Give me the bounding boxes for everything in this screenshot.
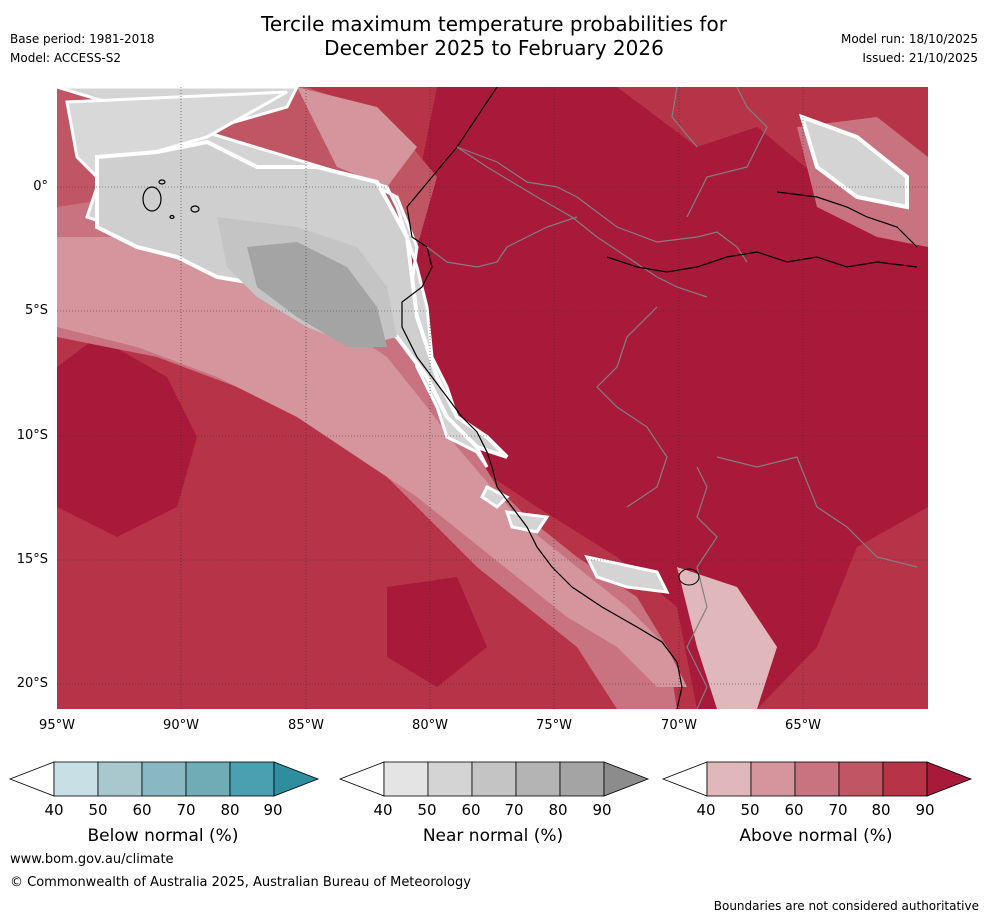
lon-tick-90w: 90°W — [163, 718, 199, 733]
near-swatch-40 — [383, 761, 429, 797]
near-normal-main — [95, 139, 509, 459]
above-swatch-40 — [706, 761, 752, 797]
above-tick-80: 80 — [871, 801, 891, 819]
colorbar-near — [338, 761, 650, 797]
lat-tick-5s: 5°S — [24, 303, 48, 318]
legend-label-below: Below normal (%) — [87, 826, 239, 846]
coastal-band-above-50 — [57, 237, 687, 687]
above-extend-high — [926, 761, 973, 797]
below-swatch-70 — [185, 761, 231, 797]
title-line-1: Tercile maximum temperature probabilitie… — [261, 12, 727, 36]
above-swatch-70 — [838, 761, 884, 797]
below-tick-80: 80 — [220, 801, 240, 819]
near-tick-70: 70 — [504, 801, 524, 819]
below-extend-high — [273, 761, 320, 797]
above-swatch-50 — [750, 761, 796, 797]
altiplano-above-40 — [677, 567, 777, 709]
meta-right: Model run: 18/10/2025 Issued: 21/10/2025 — [841, 30, 978, 68]
above-tick-60: 60 — [784, 801, 804, 819]
above-tick-50: 50 — [740, 801, 760, 819]
below-extend-low — [8, 761, 55, 797]
land-above-90 — [397, 87, 928, 709]
copyright-text: © Commonwealth of Australia 2025, Austra… — [10, 875, 471, 890]
disclaimer-text: Boundaries are not considered authoritat… — [713, 899, 979, 913]
near-swatch-50 — [427, 761, 473, 797]
ocean-above-90-south — [387, 577, 487, 687]
lat-tick-20s: 20°S — [16, 676, 48, 691]
lon-tick-70w: 70°W — [661, 718, 697, 733]
base-period: Base period: 1981-2018 — [10, 32, 155, 46]
above-tick-90: 90 — [915, 801, 935, 819]
near-normal-80 — [247, 242, 387, 347]
above-swatch-60 — [794, 761, 840, 797]
lat-tick-15s: 15°S — [16, 552, 48, 567]
model-run: Model run: 18/10/2025 — [840, 32, 978, 46]
colorbar-below — [8, 761, 320, 797]
below-tick-90: 90 — [263, 801, 283, 819]
lon-tick-80w: 80°W — [412, 718, 448, 733]
legend-label-above: Above normal (%) — [739, 826, 893, 846]
near-tick-40: 40 — [373, 801, 393, 819]
near-extend-high — [603, 761, 650, 797]
lon-tick-95w: 95°W — [39, 718, 75, 733]
below-tick-70: 70 — [176, 801, 196, 819]
title-line-2: December 2025 to February 2026 — [324, 36, 664, 60]
below-tick-60: 60 — [132, 801, 152, 819]
website-link[interactable]: www.bom.gov.au/climate — [10, 852, 174, 867]
near-swatch-60 — [471, 761, 517, 797]
lon-tick-75w: 75°W — [536, 718, 572, 733]
below-swatch-80 — [229, 761, 275, 797]
legend-colorbars — [8, 761, 973, 797]
near-normal-coast-1 — [480, 484, 510, 509]
above-tick-70: 70 — [828, 801, 848, 819]
lat-tick-10s: 10°S — [16, 428, 48, 443]
colorbar-above — [661, 761, 973, 797]
ocean-above-90-west — [57, 337, 197, 537]
near-swatch-70 — [515, 761, 561, 797]
map-panel[interactable] — [56, 85, 928, 710]
probability-map — [56, 85, 928, 710]
legend-label-near: Near normal (%) — [422, 826, 564, 846]
map-gridlines — [57, 87, 928, 709]
country-borders — [426, 86, 918, 710]
meta-left: Base period: 1981-2018 Model: ACCESS-S2 — [10, 30, 155, 68]
below-swatch-60 — [141, 761, 187, 797]
near-normal-coast-3 — [584, 554, 670, 594]
amazon-river — [606, 251, 918, 273]
above-extend-low — [661, 761, 708, 797]
near-swatch-80 — [559, 761, 605, 797]
near-normal-northeast — [798, 113, 909, 210]
below-swatch-50 — [97, 761, 143, 797]
coastline — [401, 86, 683, 710]
near-tick-60: 60 — [461, 801, 481, 819]
north-above-50 — [297, 87, 417, 187]
lon-tick-65w: 65°W — [785, 718, 821, 733]
near-tick-80: 80 — [548, 801, 568, 819]
below-tick-40: 40 — [44, 801, 64, 819]
model-name: Model: ACCESS-S2 — [10, 51, 122, 65]
rio-negro — [776, 191, 918, 248]
lon-tick-85w: 85°W — [288, 718, 324, 733]
issued-date: Issued: 21/10/2025 — [862, 51, 978, 65]
galapagos-islands — [142, 179, 200, 220]
above-tick-40: 40 — [696, 801, 716, 819]
map-title: Tercile maximum temperature probabilitie… — [0, 12, 988, 60]
below-tick-50: 50 — [88, 801, 108, 819]
near-tick-50: 50 — [417, 801, 437, 819]
lat-tick-0: 0° — [33, 179, 48, 194]
above-swatch-80 — [882, 761, 928, 797]
near-tick-90: 90 — [592, 801, 612, 819]
lake-titicaca — [678, 568, 700, 586]
near-extend-low — [338, 761, 385, 797]
below-swatch-40 — [53, 761, 99, 797]
near-normal-coast-2 — [504, 510, 550, 534]
